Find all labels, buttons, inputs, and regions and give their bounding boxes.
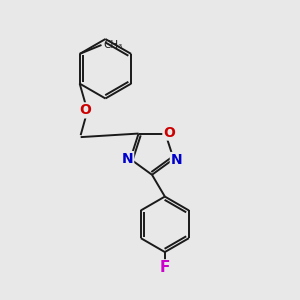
Text: CH₃: CH₃ xyxy=(103,40,123,50)
Text: O: O xyxy=(80,103,92,117)
Text: F: F xyxy=(160,260,170,275)
Text: O: O xyxy=(164,126,175,140)
Text: N: N xyxy=(122,152,133,166)
Text: N: N xyxy=(171,153,182,167)
